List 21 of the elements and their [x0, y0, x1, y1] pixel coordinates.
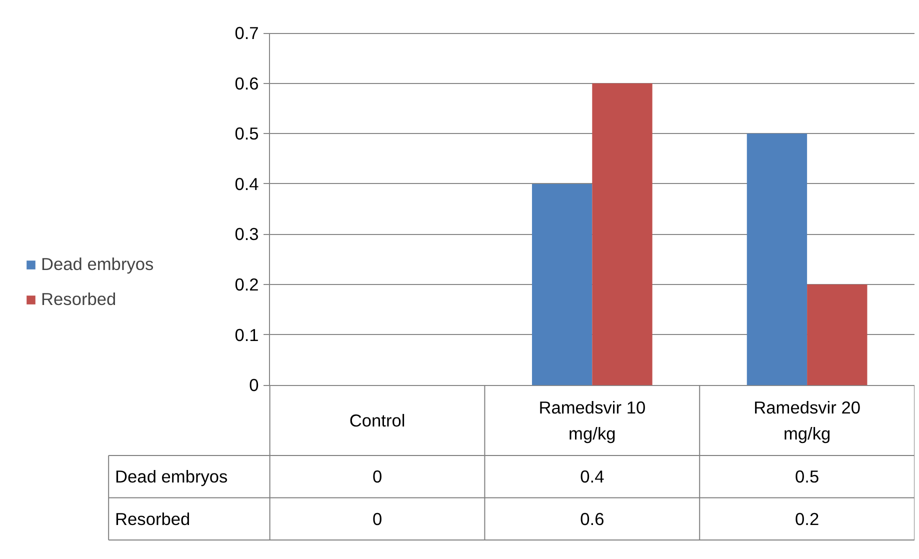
x-tick-label: Ramedsvir 20 mg/kg [754, 397, 861, 444]
y-tick-label: 0.2 [234, 274, 259, 295]
y-tick-label: 0.7 [234, 23, 259, 44]
data-label: 0.4 [580, 466, 605, 487]
y-tick-label: 0.1 [234, 324, 259, 345]
y-tick-label: 0.6 [234, 73, 259, 94]
legend-label: Resorbed [41, 289, 116, 310]
data-label: 0.2 [795, 508, 820, 529]
data-label: 0.6 [580, 508, 604, 529]
y-tick-label: 0.5 [234, 124, 259, 144]
x-tick-label: Control [349, 410, 406, 430]
y-tick-label: 0.3 [234, 224, 259, 244]
y-tick-label: 0.4 [234, 174, 260, 194]
data-label: 0 [372, 508, 382, 529]
legend-label: Dead embryos [41, 254, 154, 275]
text: Resorbed [115, 508, 190, 529]
data-label: 0.5 [795, 466, 820, 487]
text: Dead embryos [115, 466, 228, 487]
data-label: 0 [372, 466, 382, 487]
y-tick-label: 0 [249, 375, 259, 396]
x-tick-label: Ramedsvir 10 mg/kg [538, 397, 646, 444]
